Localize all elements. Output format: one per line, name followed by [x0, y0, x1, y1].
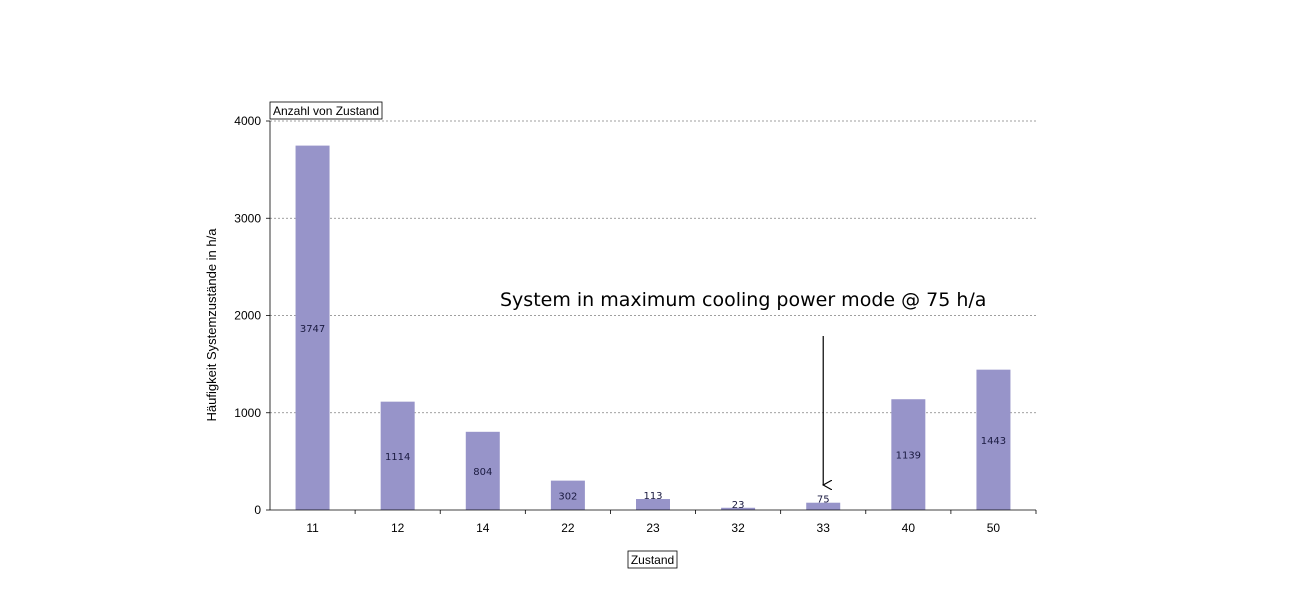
bar [806, 502, 841, 510]
bar [295, 145, 330, 510]
bar [465, 431, 500, 510]
x-tick-label: 40 [902, 521, 916, 535]
x-tick-label: 12 [391, 521, 405, 535]
y-tick-label: 2000 [234, 309, 261, 323]
x-tick-label: 33 [817, 521, 831, 535]
bar [721, 507, 756, 510]
bars [295, 145, 1011, 510]
x-tick-label: 50 [987, 521, 1001, 535]
x-axis-title: Zustand [631, 553, 674, 567]
bar [550, 480, 585, 510]
data-label: 23 [732, 500, 745, 511]
y-tick-label: 4000 [234, 114, 261, 128]
y-tick-label: 3000 [234, 211, 261, 225]
axes [266, 120, 1037, 514]
gridlines [270, 120, 1036, 414]
bar [976, 369, 1011, 510]
y-axis-title: Häufigkeit Systemzustände in h/a [204, 228, 219, 422]
bar [891, 399, 926, 510]
x-tick-label: 23 [646, 521, 660, 535]
chart-title-box: Anzahl von Zustand [269, 101, 383, 120]
data-label: 3747 [300, 324, 325, 335]
y-tick-label: 1000 [234, 406, 261, 420]
data-label: 1443 [981, 436, 1006, 447]
x-tick-label: 11 [306, 521, 319, 535]
data-label: 302 [558, 491, 577, 502]
data-label: 804 [473, 467, 492, 478]
bar [380, 401, 415, 510]
data-label: 1139 [896, 451, 921, 462]
x-tick-label: 32 [731, 521, 745, 535]
data-label: 1114 [385, 452, 410, 463]
x-axis-title-box: Zustand [627, 550, 678, 569]
data-label: 75 [817, 495, 830, 506]
bar [636, 499, 670, 510]
x-tick-label: 14 [476, 521, 490, 535]
chart-title: Anzahl von Zustand [273, 104, 379, 118]
labels: 0 1000 2000 3000 4000 11 3747 12 1114 14 804 22 302 2… [234, 114, 1006, 535]
y-tick-label: 0 [254, 503, 261, 517]
x-tick-label: 22 [561, 521, 575, 535]
data-label: 113 [643, 491, 662, 502]
annotation-text: System in maximum cooling power mode @ 7… [500, 289, 986, 311]
